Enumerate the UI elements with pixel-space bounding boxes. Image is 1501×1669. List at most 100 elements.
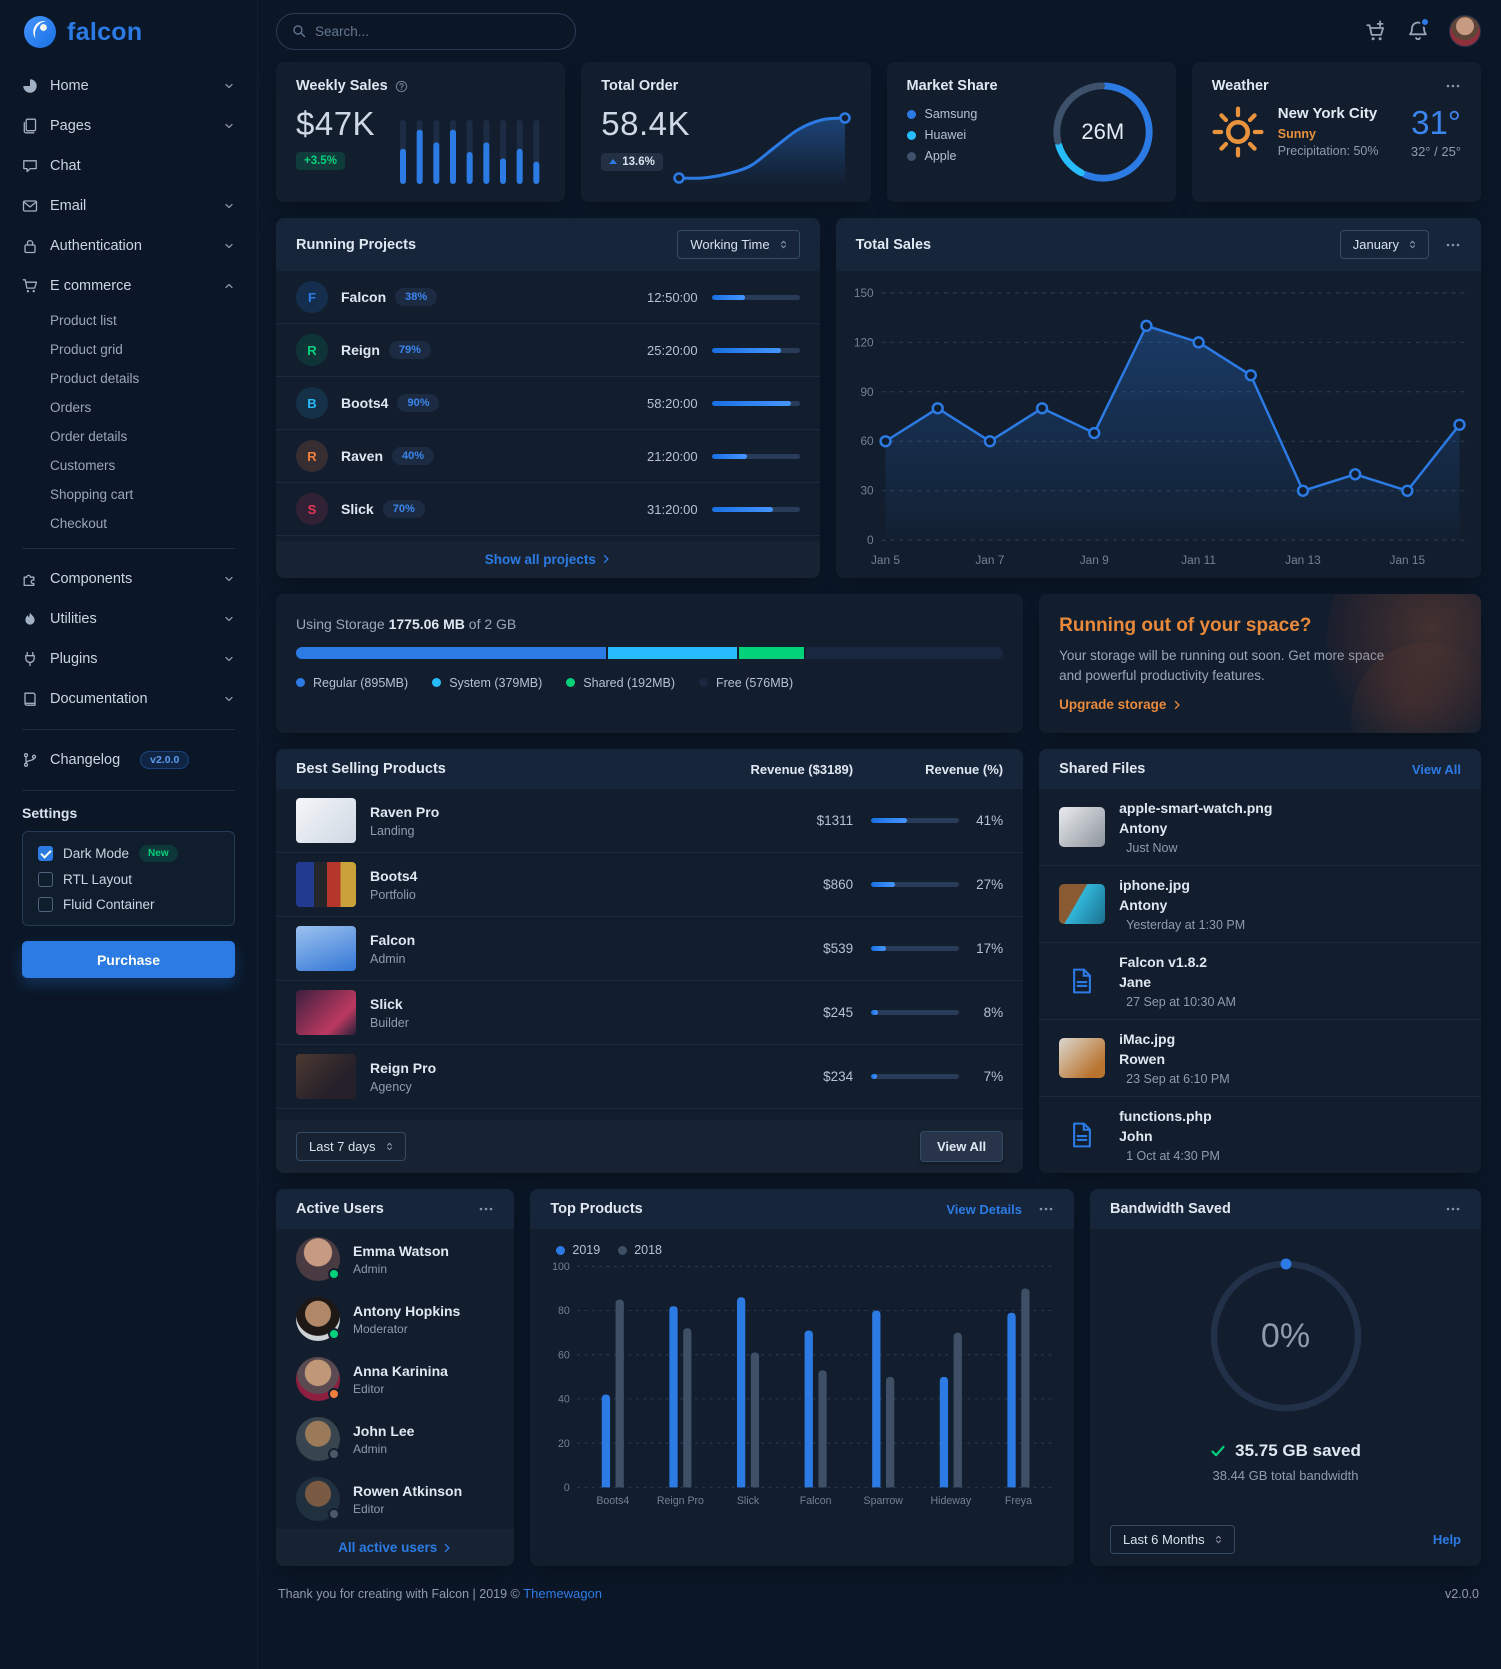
legend-label: 2018 (634, 1243, 662, 1258)
checkbox[interactable] (38, 846, 53, 861)
total-order-value: 58.4K (601, 105, 690, 142)
sidebar-item[interactable]: Utilities (22, 599, 235, 639)
legend-label: Regular (895MB) (313, 675, 409, 690)
nav-label: Plugins (50, 651, 98, 667)
product-category: Agency (370, 1079, 412, 1094)
more-icon[interactable] (1445, 78, 1461, 94)
sun-icon (1212, 106, 1264, 158)
bandwidth-body: 0% 35.75 GB saved 38.44 GB total bandwid… (1090, 1229, 1481, 1513)
sidebar-subitem[interactable]: Product details (50, 371, 140, 386)
product-revenue: $245 (823, 1005, 854, 1021)
sidebar-subitem[interactable]: Product list (50, 313, 117, 328)
view-all-button[interactable]: View All (919, 1131, 1004, 1163)
sidebar-subitem[interactable]: Customers (50, 458, 116, 473)
footer-version: v2.0.0 (1444, 1586, 1479, 1601)
settings-option[interactable]: Fluid Container (38, 897, 219, 912)
nav-secondary: Components Utilities Plugins (22, 559, 235, 719)
card-title: Bandwidth Saved (1110, 1201, 1231, 1218)
user-name[interactable]: Anna Karinina (353, 1362, 448, 1379)
more-icon[interactable] (1038, 1201, 1054, 1217)
project-name[interactable]: Raven (341, 448, 384, 464)
working-time-select[interactable]: Working Time (677, 230, 800, 259)
help-icon[interactable] (395, 80, 408, 93)
file-name[interactable]: Falcon v1.8.2 (1119, 953, 1208, 970)
sidebar-item-changelog[interactable]: Changelog v2.0.0 (22, 740, 235, 780)
legend-label: Huawei (924, 128, 967, 142)
show-all-projects-link[interactable]: Show all projects (485, 552, 611, 567)
file-name[interactable]: iphone.jpg (1119, 876, 1190, 893)
settings-panel: Dark Mode New RTL Layout Fluid Container (22, 831, 235, 926)
status-dot (328, 1268, 340, 1281)
sidebar-item[interactable]: Authentication (22, 226, 235, 266)
checkbox[interactable] (38, 897, 53, 912)
checkbox[interactable] (38, 872, 53, 887)
last-7-days-select[interactable]: Last 7 days (296, 1132, 406, 1162)
notifications-button[interactable] (1407, 17, 1430, 42)
file-name[interactable]: functions.php (1119, 1107, 1212, 1124)
project-name[interactable]: Reign (341, 342, 380, 358)
more-icon[interactable] (1445, 1201, 1461, 1217)
sidebar-item[interactable]: Plugins (22, 639, 235, 679)
dashboard-grid: Weekly Sales $47K +3.5% Total Order 58.4… (276, 62, 1481, 1567)
purchase-button[interactable]: Purchase (22, 941, 235, 978)
settings-option[interactable]: Dark Mode New (38, 845, 219, 862)
sidebar-subitem[interactable]: Shopping cart (50, 487, 134, 502)
sidebar-item[interactable]: Documentation (22, 679, 235, 719)
month-select[interactable]: January (1339, 230, 1429, 259)
sidebar-subitem[interactable]: Orders (50, 400, 92, 415)
product-name[interactable]: Reign Pro (370, 1059, 437, 1076)
product-name[interactable]: Falcon (370, 931, 416, 948)
user-name[interactable]: Rowen Atkinson (353, 1482, 463, 1499)
more-icon[interactable] (1445, 237, 1461, 253)
sidebar-item[interactable]: Chat (22, 146, 235, 186)
upgrade-storage-link[interactable]: Upgrade storage (1059, 697, 1182, 712)
user-name[interactable]: John Lee (353, 1422, 415, 1439)
product-name[interactable]: Slick (370, 995, 403, 1012)
sidebar-subitem[interactable]: Checkout (50, 516, 108, 531)
settings-option[interactable]: RTL Layout (38, 872, 219, 887)
project-name[interactable]: Boots4 (341, 395, 389, 411)
themewagon-link[interactable]: Themewagon (523, 1586, 603, 1602)
settings-heading: Settings (22, 805, 78, 821)
product-name[interactable]: Raven Pro (370, 803, 440, 820)
last-6-months-select[interactable]: Last 6 Months (1110, 1525, 1235, 1555)
project-progress-badge: 40% (392, 447, 435, 465)
revenue-progress-bar (871, 1074, 960, 1080)
file-name[interactable]: iMac.jpg (1119, 1030, 1176, 1047)
help-link[interactable]: Help (1432, 1532, 1461, 1548)
project-name[interactable]: Falcon (341, 289, 387, 305)
user-row: Anna Karinina Editor (276, 1349, 514, 1409)
more-icon[interactable] (478, 1201, 494, 1217)
project-progress-badge: 79% (388, 341, 431, 359)
sidebar-item[interactable]: Components (22, 559, 235, 599)
chevron-icon (223, 120, 235, 132)
sidebar-item[interactable]: Home (22, 66, 235, 106)
view-all-link[interactable]: View All (1411, 761, 1461, 777)
divider (22, 729, 235, 730)
file-name[interactable]: apple-smart-watch.png (1119, 799, 1273, 816)
card-title: Best Selling Products (296, 761, 446, 778)
project-name[interactable]: Slick (341, 501, 374, 517)
product-name[interactable]: Boots4 (370, 867, 418, 884)
brand[interactable]: falcon (22, 14, 235, 50)
weather-precipitation: Precipitation: 50% (1277, 144, 1379, 158)
sidebar-item[interactable]: Pages (22, 106, 235, 146)
all-active-users-link[interactable]: All active users (338, 1540, 452, 1555)
user-name[interactable]: Antony Hopkins (353, 1302, 461, 1319)
nav-label: Components (50, 571, 133, 587)
sidebar-item[interactable]: Email (22, 186, 235, 226)
legend-item: Apple (906, 149, 1156, 163)
legend-label: System (379MB) (449, 675, 543, 690)
project-progress-badge: 38% (395, 288, 438, 306)
search-input[interactable]: Search... (276, 12, 576, 50)
sidebar-subitem[interactable]: Order details (50, 429, 128, 444)
legend-item: Free (576MB) (699, 676, 793, 690)
project-progress-bar (711, 400, 800, 406)
user-name[interactable]: Emma Watson (353, 1242, 449, 1259)
user-avatar[interactable] (1449, 15, 1481, 47)
sidebar-subitem[interactable]: Product grid (50, 342, 123, 357)
cart-button[interactable] (1365, 20, 1387, 42)
sidebar-item[interactable]: E commerce (22, 266, 235, 306)
card-title: Market Share (906, 78, 998, 94)
view-details-link[interactable]: View Details (946, 1201, 1022, 1217)
